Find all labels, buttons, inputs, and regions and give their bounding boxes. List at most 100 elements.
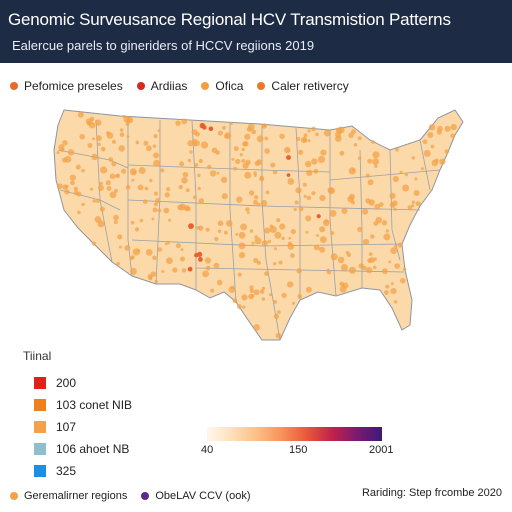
bottom-legend: Geremalirner regions ObeLAV CCV (ook) bbox=[10, 488, 265, 504]
transmission-dot bbox=[241, 159, 246, 163]
transmission-dot bbox=[207, 164, 212, 170]
transmission-dot bbox=[324, 219, 328, 223]
top-legend-label: Caler retivercy bbox=[271, 79, 349, 93]
top-legend: Pefomice preseles Ardiias Ofica Caler re… bbox=[10, 78, 363, 94]
transmission-dot bbox=[362, 265, 367, 271]
transmission-dot bbox=[297, 294, 303, 299]
transmission-dot bbox=[434, 158, 439, 163]
transmission-dot bbox=[402, 184, 410, 192]
scale-label: 107 bbox=[56, 420, 77, 434]
scale-swatch bbox=[34, 377, 46, 389]
transmission-dot bbox=[111, 161, 117, 167]
transmission-dot bbox=[395, 147, 399, 152]
transmission-dot bbox=[260, 199, 268, 207]
state-border bbox=[295, 127, 301, 300]
transmission-dot bbox=[197, 186, 201, 191]
transmission-dot bbox=[117, 234, 123, 240]
transmission-dot bbox=[288, 236, 292, 240]
transmission-dot bbox=[411, 204, 415, 208]
transmission-dot bbox=[237, 272, 242, 277]
transmission-dot bbox=[152, 255, 157, 260]
transmission-dot bbox=[157, 247, 163, 252]
transmission-dot bbox=[367, 158, 373, 164]
transmission-dot bbox=[323, 129, 331, 137]
transmission-dot bbox=[381, 220, 388, 226]
scale-legend: 200 103 conet NIB 107 106 ahoet NB 325 bbox=[34, 372, 132, 482]
transmission-dot bbox=[161, 270, 165, 273]
transmission-dot bbox=[124, 245, 131, 251]
transmission-dot bbox=[114, 188, 118, 193]
transmission-dot bbox=[362, 208, 369, 215]
transmission-dot bbox=[230, 285, 235, 290]
transmission-dot bbox=[365, 173, 370, 178]
transmission-dot bbox=[254, 160, 260, 166]
transmission-dot bbox=[341, 208, 348, 214]
transmission-dot bbox=[287, 281, 294, 288]
transmission-dot bbox=[430, 144, 435, 149]
transmission-dot bbox=[254, 195, 259, 200]
transmission-dot bbox=[311, 191, 316, 196]
legend-dot-icon bbox=[141, 492, 150, 500]
transmission-dot bbox=[273, 300, 277, 304]
transmission-dot bbox=[378, 202, 384, 208]
legend-dot-icon bbox=[201, 82, 210, 90]
transmission-dot bbox=[319, 236, 327, 244]
transmission-dot bbox=[450, 123, 457, 131]
transmission-dot bbox=[444, 125, 451, 132]
transmission-dot bbox=[69, 174, 76, 181]
transmission-dot bbox=[326, 269, 332, 275]
transmission-dot bbox=[245, 207, 250, 212]
transmission-dot bbox=[153, 159, 161, 167]
top-legend-item: Pefomice preseles bbox=[10, 79, 123, 93]
transmission-dot bbox=[111, 139, 117, 144]
transmission-dot bbox=[450, 133, 456, 139]
state-border bbox=[389, 149, 401, 261]
transmission-dot bbox=[305, 286, 312, 293]
transmission-dot bbox=[249, 285, 254, 290]
transmission-dot bbox=[238, 242, 246, 250]
transmission-dot bbox=[340, 264, 348, 271]
transmission-dot bbox=[372, 151, 380, 159]
transmission-dot bbox=[79, 133, 85, 140]
legend-dot-icon bbox=[136, 82, 145, 90]
transmission-dot bbox=[298, 149, 304, 155]
transmission-dot bbox=[253, 171, 257, 175]
transmission-dot bbox=[302, 182, 307, 187]
transmission-dot bbox=[373, 265, 377, 270]
transmission-dot bbox=[221, 193, 228, 200]
state-border bbox=[127, 199, 421, 211]
transmission-dot bbox=[160, 168, 165, 173]
transmission-dot bbox=[154, 191, 158, 196]
gradient-min-label: 40 bbox=[201, 444, 214, 456]
transmission-dot bbox=[241, 294, 248, 301]
transmission-dot bbox=[155, 198, 161, 203]
transmission-dot bbox=[243, 141, 249, 147]
transmission-dot bbox=[238, 252, 246, 259]
transmission-dot bbox=[151, 217, 155, 221]
transmission-dot bbox=[164, 192, 170, 198]
transmission-dot bbox=[291, 301, 295, 305]
transmission-dot bbox=[62, 140, 68, 146]
transmission-dot bbox=[366, 267, 373, 274]
transmission-dot bbox=[56, 183, 63, 190]
legend-dot-icon bbox=[257, 82, 266, 90]
transmission-dot bbox=[389, 192, 396, 199]
transmission-dot bbox=[108, 157, 114, 162]
scale-label: 103 conet NIB bbox=[56, 398, 133, 412]
transmission-dot bbox=[188, 223, 194, 230]
transmission-dot bbox=[122, 115, 126, 119]
transmission-dot bbox=[96, 199, 100, 204]
transmission-dot bbox=[319, 226, 326, 233]
transmission-dot bbox=[153, 134, 158, 139]
transmission-dot bbox=[235, 158, 241, 165]
transmission-dot bbox=[349, 193, 355, 200]
transmission-dot bbox=[390, 288, 397, 295]
transmission-dot bbox=[286, 155, 291, 160]
transmission-dot bbox=[421, 167, 424, 171]
transmission-dot bbox=[232, 298, 238, 304]
transmission-dot bbox=[348, 132, 354, 139]
transmission-dot bbox=[299, 206, 304, 212]
transmission-dot bbox=[183, 205, 190, 212]
transmission-dot bbox=[125, 122, 130, 126]
bottom-legend-label: Geremalirner regions bbox=[24, 490, 128, 502]
